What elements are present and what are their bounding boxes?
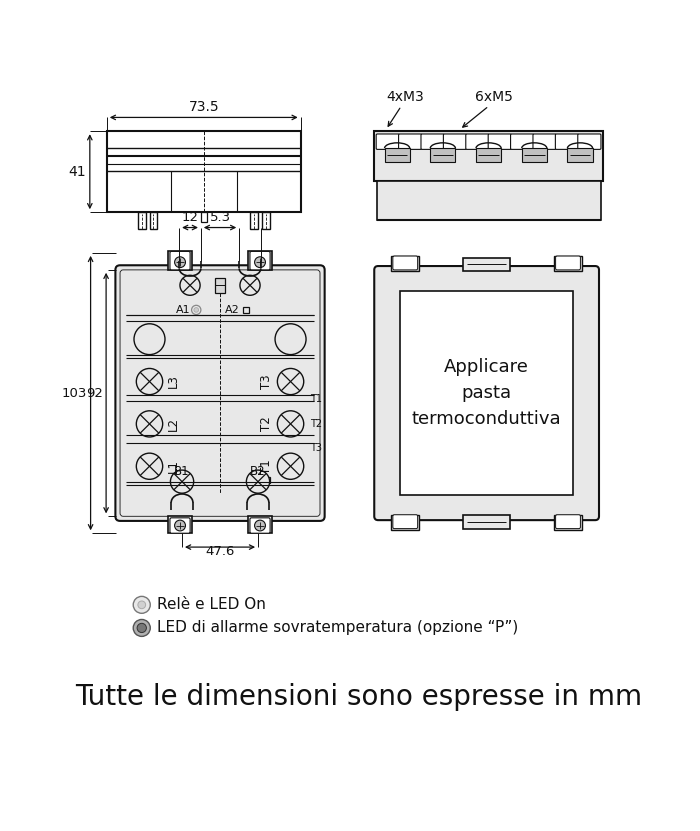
Circle shape [277, 411, 304, 437]
Bar [248, 251, 272, 270]
Circle shape [137, 623, 146, 632]
Circle shape [194, 307, 199, 312]
FancyBboxPatch shape [170, 518, 190, 534]
FancyBboxPatch shape [510, 134, 533, 150]
Circle shape [192, 305, 201, 315]
FancyBboxPatch shape [170, 252, 190, 270]
Bar [169, 516, 192, 534]
Bar [391, 256, 419, 272]
Circle shape [136, 411, 162, 437]
Text: B1: B1 [174, 465, 190, 478]
Bar [568, 148, 593, 162]
Bar [243, 307, 249, 313]
FancyBboxPatch shape [578, 134, 601, 150]
Bar [463, 258, 510, 272]
Circle shape [277, 453, 304, 479]
Circle shape [255, 257, 265, 268]
Circle shape [133, 597, 150, 613]
Text: 41: 41 [69, 165, 86, 179]
Circle shape [136, 453, 162, 479]
Bar [384, 148, 409, 162]
Circle shape [240, 275, 260, 295]
Text: 103: 103 [62, 386, 87, 400]
Bar [107, 131, 300, 212]
Text: 92: 92 [86, 386, 103, 400]
FancyBboxPatch shape [393, 256, 418, 270]
Text: T1
T2
T3: T1 T2 T3 [310, 395, 322, 453]
Bar [400, 292, 573, 494]
Bar [251, 212, 258, 229]
Circle shape [255, 520, 265, 531]
Text: L2: L2 [167, 417, 179, 431]
Text: 73.5: 73.5 [188, 100, 219, 114]
Circle shape [170, 470, 194, 493]
Bar [374, 131, 603, 181]
FancyBboxPatch shape [116, 265, 325, 521]
FancyBboxPatch shape [556, 256, 580, 270]
Bar [201, 212, 207, 222]
Text: 47.6: 47.6 [205, 545, 235, 558]
Text: L1: L1 [167, 460, 179, 473]
Circle shape [180, 275, 200, 295]
Circle shape [275, 324, 306, 355]
Circle shape [174, 520, 186, 531]
Bar [169, 251, 192, 270]
Text: 5.3: 5.3 [209, 211, 230, 224]
Bar [262, 212, 270, 229]
Bar [554, 256, 582, 272]
Bar [430, 148, 456, 162]
Bar [391, 514, 419, 530]
Text: L3: L3 [167, 375, 179, 388]
Text: Relè e LED On: Relè e LED On [158, 597, 266, 612]
Bar [476, 148, 501, 162]
Text: Applicare
pasta
termoconduttiva: Applicare pasta termoconduttiva [412, 357, 561, 429]
FancyBboxPatch shape [250, 518, 270, 534]
FancyBboxPatch shape [376, 134, 400, 150]
Circle shape [246, 470, 270, 493]
FancyBboxPatch shape [466, 134, 489, 150]
Text: A2: A2 [225, 305, 240, 315]
FancyBboxPatch shape [374, 266, 599, 520]
Bar [554, 514, 582, 530]
FancyBboxPatch shape [421, 134, 444, 150]
FancyBboxPatch shape [488, 134, 511, 150]
FancyBboxPatch shape [533, 134, 556, 150]
FancyBboxPatch shape [398, 134, 422, 150]
Circle shape [277, 368, 304, 395]
Circle shape [138, 601, 146, 608]
Bar [377, 181, 601, 220]
Bar [264, 477, 270, 483]
Circle shape [174, 257, 186, 268]
Circle shape [136, 368, 162, 395]
Circle shape [133, 619, 150, 637]
FancyBboxPatch shape [393, 514, 418, 529]
FancyBboxPatch shape [443, 134, 467, 150]
FancyBboxPatch shape [556, 514, 580, 529]
Text: T2: T2 [260, 416, 274, 431]
Text: T3: T3 [260, 374, 274, 389]
Circle shape [134, 324, 165, 355]
Text: LED di allarme sovratemperatura (opzione “P”): LED di allarme sovratemperatura (opzione… [158, 621, 519, 636]
Text: A1: A1 [176, 305, 190, 315]
Text: 6xM5: 6xM5 [475, 91, 513, 105]
Bar [248, 516, 272, 534]
FancyBboxPatch shape [555, 134, 578, 150]
Bar [150, 212, 158, 229]
Text: T1: T1 [260, 459, 274, 474]
Bar [522, 148, 547, 162]
Text: 4xM3: 4xM3 [386, 91, 424, 105]
Bar [138, 212, 146, 229]
Text: B2: B2 [250, 465, 266, 478]
Bar [463, 514, 510, 529]
FancyBboxPatch shape [250, 252, 270, 270]
Bar [216, 278, 225, 293]
Text: Tutte le dimensioni sono espresse in mm: Tutte le dimensioni sono espresse in mm [75, 683, 643, 711]
Text: 12: 12 [181, 211, 199, 224]
